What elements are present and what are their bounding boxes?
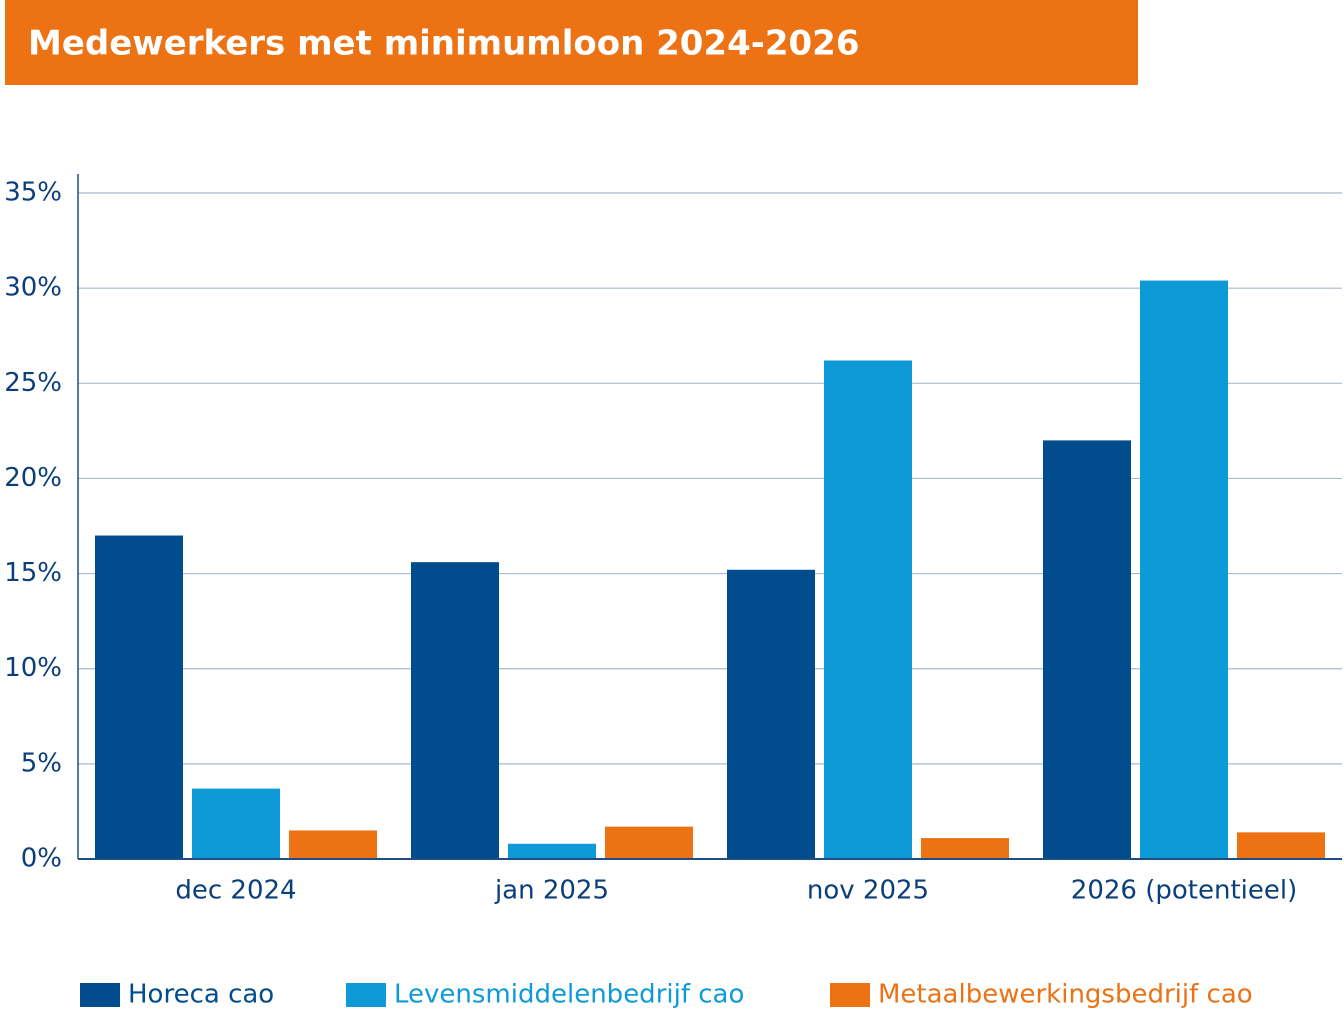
y-tick-label: 15% <box>4 558 62 588</box>
bar <box>411 562 499 859</box>
x-tick-label: 2026 (potentieel) <box>1071 876 1297 906</box>
x-tick-label: nov 2025 <box>807 876 929 906</box>
legend-label: Levensmiddelenbedrijf cao <box>394 980 744 1010</box>
bar <box>508 843 596 859</box>
x-tick-label: dec 2024 <box>175 876 296 906</box>
y-tick-label: 25% <box>4 368 62 398</box>
title-banner <box>5 0 1138 85</box>
bar <box>824 360 912 859</box>
bar <box>605 826 693 859</box>
legend-swatch <box>80 983 120 1007</box>
x-tick-label: jan 2025 <box>494 876 609 906</box>
y-tick-label: 20% <box>4 463 62 493</box>
bar <box>921 838 1009 859</box>
chart-title: Medewerkers met minimumloon 2024-2026 <box>28 24 860 64</box>
bar <box>1237 832 1325 859</box>
y-tick-label: 35% <box>4 178 62 208</box>
bar <box>192 788 280 859</box>
legend-label: Metaalbewerkingsbedrijf cao <box>878 980 1253 1010</box>
y-tick-label: 30% <box>4 273 62 303</box>
legend-swatch <box>346 983 386 1007</box>
legend-label: Horeca cao <box>128 980 274 1010</box>
y-tick-label: 10% <box>4 653 62 683</box>
bar <box>1043 440 1131 859</box>
legend-swatch <box>830 983 870 1007</box>
bar <box>289 830 377 859</box>
bar <box>727 569 815 859</box>
bar <box>1140 280 1228 859</box>
bar <box>95 535 183 859</box>
y-tick-label: 0% <box>21 844 62 874</box>
y-tick-label: 5% <box>21 748 62 778</box>
